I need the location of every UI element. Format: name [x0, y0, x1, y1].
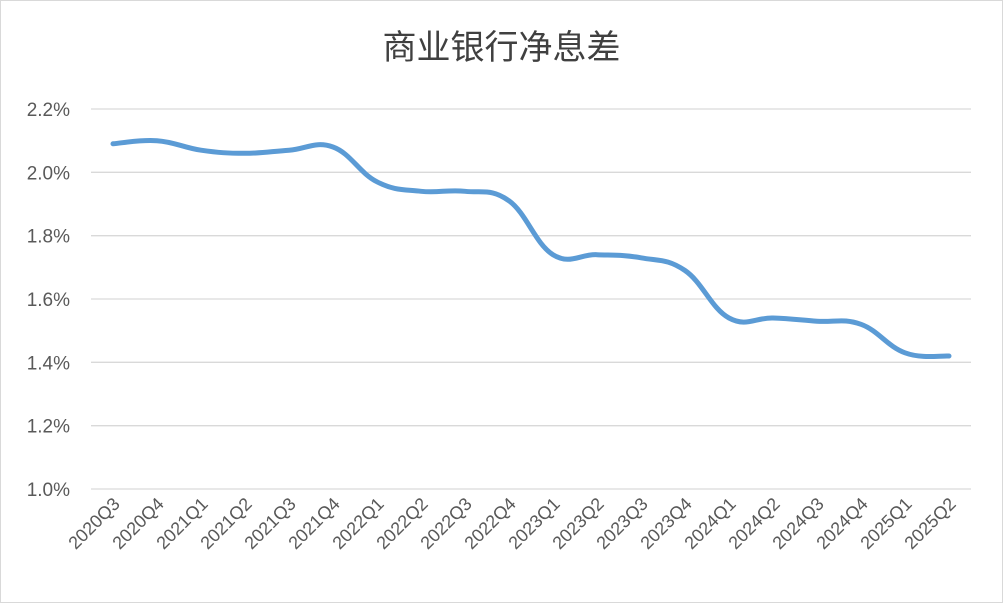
y-tick-label: 1.2%	[27, 417, 70, 438]
y-tick-label: 1.6%	[27, 290, 70, 311]
y-tick-label: 1.0%	[27, 480, 70, 501]
series-line	[110, 137, 952, 360]
chart-title: 商业银行净息差	[382, 28, 621, 68]
y-tick-label: 1.4%	[27, 353, 70, 374]
y-tick-label: 2.0%	[27, 163, 70, 184]
y-tick-label: 1.8%	[27, 227, 70, 248]
y-tick-label: 2.2%	[27, 100, 70, 121]
